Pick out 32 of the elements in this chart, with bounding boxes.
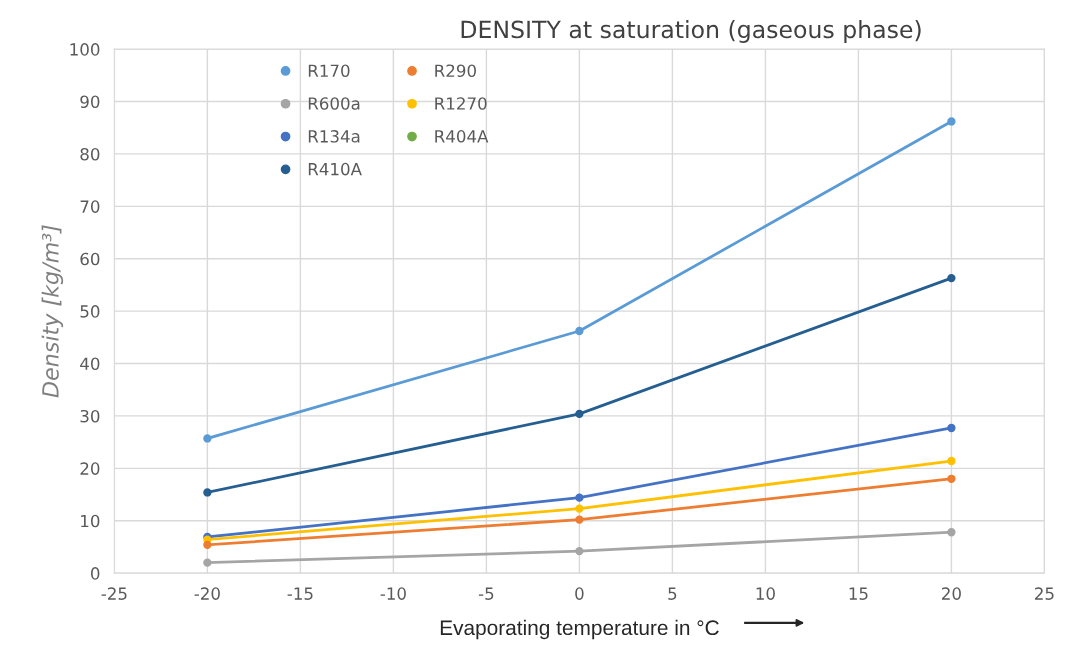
x-tick-label: -20 (194, 587, 220, 600)
y-tick-label: 40 (80, 357, 100, 371)
x-tick-label: -25 (101, 587, 127, 600)
y-tick-label: 60 (80, 252, 100, 266)
x-tick-label: 5 (668, 587, 677, 600)
x-tick-label: 15 (849, 587, 868, 600)
x-tick-label: -10 (380, 587, 406, 600)
y-tick-label: 90 (80, 95, 100, 109)
y-tick-label: 30 (80, 409, 100, 423)
legend-label: R404A (435, 130, 489, 143)
legend-label: R410A (308, 162, 362, 176)
chart-title: DENSITY at saturation (gaseous phase) (461, 20, 921, 43)
x-tick-label: 10 (756, 587, 775, 600)
legend-label: R290 (435, 64, 476, 78)
y-tick-label: 80 (80, 147, 100, 161)
x-tick-label: -15 (287, 587, 313, 600)
x-tick-label: 20 (942, 587, 961, 600)
y-tick-label: 20 (80, 462, 100, 475)
legend-label: R134a (308, 130, 360, 143)
x-tick-label: 25 (1035, 587, 1054, 600)
y-tick-label: 100 (70, 43, 100, 56)
y-tick-label: 10 (81, 514, 100, 528)
y-tick-label: 50 (80, 305, 100, 318)
y-tick-label: 70 (80, 200, 100, 213)
legend-label: R170 (308, 64, 350, 78)
x-axis-title: Evaporating temperature in °C (440, 619, 719, 640)
x-tick-label: -5 (478, 587, 494, 600)
legend-label: R1270 (435, 97, 487, 110)
legend-label: R600a (308, 97, 360, 110)
y-axis-title: Density [kg/m³] (41, 225, 64, 398)
x-tick-label: 0 (575, 587, 584, 600)
y-tick-label: 0 (90, 567, 100, 580)
